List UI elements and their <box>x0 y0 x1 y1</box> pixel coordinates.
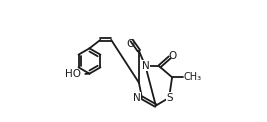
Text: O: O <box>168 51 176 61</box>
Text: N: N <box>142 61 150 71</box>
Text: HO: HO <box>65 69 81 79</box>
Text: S: S <box>166 93 173 103</box>
Text: O: O <box>127 39 135 49</box>
Text: N: N <box>133 93 141 103</box>
Text: CH₃: CH₃ <box>183 72 201 82</box>
